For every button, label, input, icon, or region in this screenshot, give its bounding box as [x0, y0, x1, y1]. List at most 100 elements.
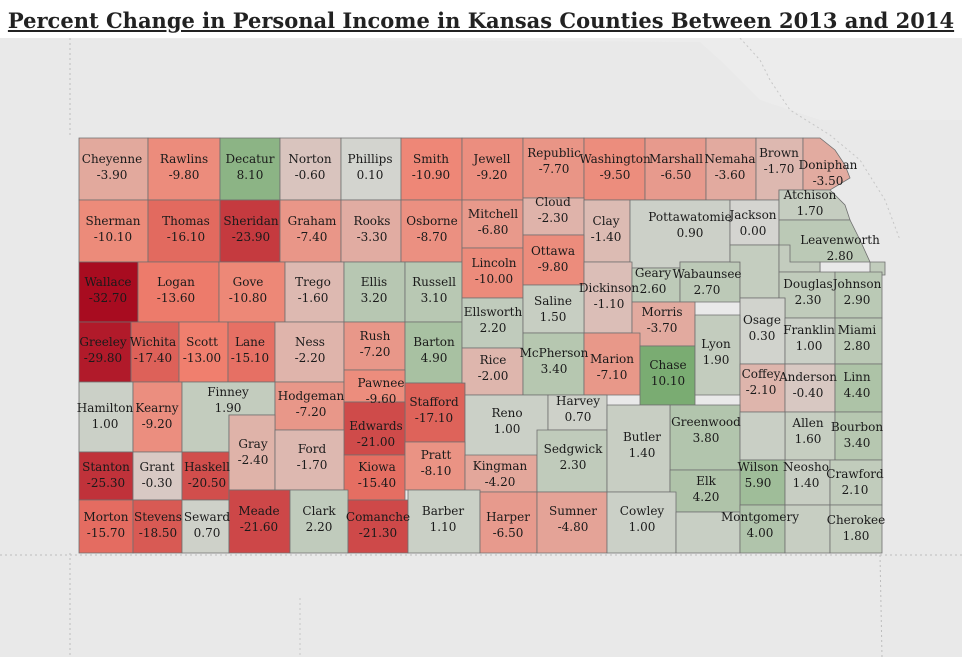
county-value-label: -17.40: [134, 351, 172, 365]
county-name-label: Wilson: [738, 460, 779, 474]
county-name-label: Pratt: [421, 448, 452, 462]
county-value-label: -9.20: [142, 417, 173, 431]
county-value-label: -6.80: [478, 223, 509, 237]
county-value-label: -0.40: [793, 386, 824, 400]
county-value-label: 4.20: [693, 490, 720, 504]
county-name-label: Lincoln: [471, 256, 516, 270]
county-name-label: Comanche: [346, 510, 410, 524]
county-value-label: 4.00: [747, 526, 774, 540]
county-value-label: 1.90: [215, 401, 242, 415]
county-value-label: -21.30: [359, 526, 397, 540]
county-name-label: Miami: [838, 323, 877, 337]
county-name-label: Geary: [635, 266, 672, 280]
county-name-label: Coffey: [742, 367, 781, 381]
county-name-label: Mitchell: [468, 207, 518, 221]
county-value-label: -2.30: [538, 211, 569, 225]
county-value-label: -13.60: [157, 291, 195, 305]
county-value-label: -10.00: [475, 272, 513, 286]
county-value-label: -0.30: [142, 476, 173, 490]
county-cherokee[interactable]: [829, 504, 883, 554]
county-atchison[interactable]: [778, 189, 851, 221]
nebraska-area: [0, 38, 962, 120]
county-value-label: -13.00: [183, 351, 221, 365]
county-name-label: Morton: [83, 510, 128, 524]
county-name-label: Anderson: [778, 370, 837, 384]
county-value-label: -32.70: [89, 291, 127, 305]
county-value-label: -10.80: [229, 291, 267, 305]
county-value-label: 1.60: [795, 432, 822, 446]
county-name-label: Morris: [642, 305, 683, 319]
county-value-label: -6.50: [493, 526, 524, 540]
county-name-label: Brown: [759, 146, 799, 160]
county-value-label: -2.40: [238, 453, 269, 467]
county-value-label: 1.00: [629, 520, 656, 534]
county-name-label: Clark: [302, 504, 336, 518]
county-name-label: Nemaha: [704, 152, 755, 166]
county-name-label: Thomas: [162, 214, 210, 228]
county-name-label: Rawlins: [160, 152, 208, 166]
county-name-label: Meade: [238, 504, 279, 518]
county-value-label: -1.10: [594, 297, 625, 311]
county-name-label: Stevens: [134, 510, 182, 524]
county-name-label: Rush: [360, 329, 391, 343]
county-name-label: Gove: [233, 275, 264, 289]
county-name-label: Johnson: [831, 277, 882, 291]
kansas-county-choropleth: Cheyenne -3.90 Rawlins -9.80 Decatur 8.10 Nort…: [0, 38, 962, 657]
county-name-label: Cowley: [620, 504, 665, 518]
county-name-label: Ellis: [361, 275, 387, 289]
county-name-label: Logan: [157, 275, 195, 289]
county-value-label: 4.90: [421, 351, 448, 365]
county-value-label: 0.70: [565, 410, 592, 424]
county-name-label: Finney: [207, 385, 249, 399]
county-name-label: Harper: [486, 510, 530, 524]
county-woodson[interactable]: [739, 411, 786, 461]
county-name-label: Sheridan: [223, 214, 278, 228]
county-name-label: Pawnee: [358, 376, 405, 390]
county-saline[interactable]: [522, 284, 585, 334]
county-jackson[interactable]: [729, 199, 780, 246]
county-value-label: -25.30: [87, 476, 125, 490]
county-name-label: Rooks: [354, 214, 391, 228]
county-value-label: 5.90: [745, 476, 772, 490]
county-name-label: Ford: [298, 442, 327, 456]
county-value-label: 2.70: [694, 283, 721, 297]
county-label-layer: Cheyenne -3.90 Rawlins -9.80 Decatur 8.10 Nort…: [77, 146, 885, 543]
county-value-label: -8.10: [421, 464, 452, 478]
county-name-label: Marion: [590, 352, 634, 366]
county-name-label: McPherson: [520, 346, 589, 360]
county-value-label: -3.90: [97, 168, 128, 182]
county-name-label: Jewell: [472, 152, 511, 166]
county-value-label: -9.60: [366, 392, 397, 406]
county-value-label: -6.50: [661, 168, 692, 182]
county-value-label: -18.50: [139, 526, 177, 540]
county-value-label: 3.20: [361, 291, 388, 305]
county-name-label: Leavenworth: [800, 233, 880, 247]
county-name-label: Douglas: [783, 277, 832, 291]
county-name-label: Norton: [288, 152, 332, 166]
county-value-label: 2.20: [306, 520, 333, 534]
county-name-label: Allen: [791, 416, 823, 430]
river-border-line: [739, 38, 901, 241]
county-name-label: Rice: [480, 353, 507, 367]
county-name-label: Pottawatomie: [648, 210, 731, 224]
county-value-label: 1.80: [843, 529, 870, 543]
county-value-label: -9.80: [538, 260, 569, 274]
county-name-label: Reno: [491, 406, 522, 420]
county-value-label: -9.50: [600, 168, 631, 182]
county-value-label: -23.90: [232, 230, 270, 244]
county-value-label: 1.00: [92, 417, 119, 431]
county-name-label: Saline: [534, 294, 572, 308]
county-value-label: 1.40: [629, 446, 656, 460]
county-name-label: Graham: [288, 214, 337, 228]
county-value-label: -29.80: [84, 351, 122, 365]
county-value-label: 3.80: [693, 431, 720, 445]
county-name-label: Haskell: [184, 460, 230, 474]
county-value-label: -16.10: [167, 230, 205, 244]
county-name-label: Elk: [696, 474, 717, 488]
county-name-label: Cherokee: [827, 513, 885, 527]
county-name-label: Washington: [579, 152, 651, 166]
county-value-label: 2.90: [844, 293, 871, 307]
county-value-label: 1.90: [703, 353, 730, 367]
county-value-label: -1.70: [764, 162, 795, 176]
county-name-label: Jackson: [727, 208, 776, 222]
